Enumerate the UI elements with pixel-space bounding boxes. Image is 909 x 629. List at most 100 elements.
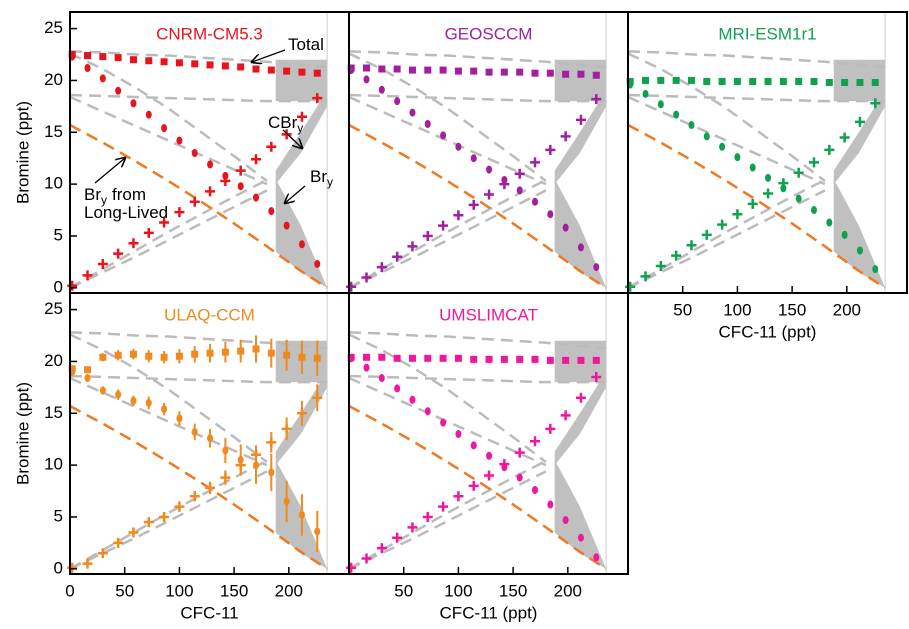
- point: [454, 354, 462, 362]
- point: [532, 197, 538, 206]
- point: [283, 221, 290, 230]
- point: [222, 446, 229, 455]
- point: [313, 69, 321, 77]
- point: [222, 171, 229, 180]
- point: [516, 186, 523, 195]
- point: [516, 473, 523, 482]
- point: [67, 562, 78, 573]
- point: [252, 345, 260, 353]
- point: [143, 517, 154, 528]
- point: [560, 410, 571, 421]
- point: [841, 230, 848, 239]
- point: [438, 501, 449, 512]
- point: [220, 472, 231, 483]
- reference-line: [627, 178, 826, 289]
- point: [422, 511, 433, 522]
- point: [82, 270, 93, 281]
- point: [128, 238, 139, 249]
- point: [145, 110, 152, 119]
- x-axis-label: CFC-11 (ppt): [440, 603, 538, 622]
- point: [67, 280, 78, 291]
- point: [703, 132, 710, 141]
- y-axis-label: Bromine (ppt): [13, 382, 32, 485]
- point: [176, 136, 183, 145]
- point: [810, 77, 818, 85]
- reference-line: [348, 459, 547, 570]
- point: [780, 184, 787, 193]
- point: [657, 76, 665, 84]
- panel-title: UMSLIMCAT: [439, 305, 538, 324]
- point: [591, 371, 602, 382]
- point: [113, 248, 124, 259]
- point: [205, 186, 216, 197]
- point: [514, 447, 525, 458]
- point: [408, 354, 416, 362]
- point: [717, 219, 728, 230]
- x-axis-label: CFC-11: [180, 603, 238, 622]
- point: [207, 434, 214, 443]
- point: [378, 353, 386, 361]
- point: [191, 60, 199, 68]
- point: [174, 207, 185, 218]
- point: [361, 272, 372, 283]
- reference-line: [69, 93, 328, 103]
- point: [392, 532, 403, 543]
- reference-line: [348, 374, 607, 384]
- x-tick-label: 0: [65, 581, 74, 600]
- point: [84, 63, 91, 72]
- point: [547, 210, 554, 219]
- point: [237, 182, 244, 191]
- point: [531, 69, 539, 77]
- reference-line: [627, 95, 826, 186]
- point: [129, 350, 137, 358]
- point: [363, 75, 370, 84]
- point: [854, 116, 865, 127]
- point: [298, 68, 306, 76]
- point: [145, 57, 153, 65]
- point: [113, 537, 124, 548]
- annotation-text: Br: [310, 167, 327, 186]
- point: [115, 86, 122, 95]
- y-tick-label: 15: [44, 122, 63, 141]
- point: [591, 94, 602, 105]
- point: [267, 349, 275, 357]
- point: [484, 189, 495, 200]
- point: [266, 141, 277, 152]
- point: [562, 516, 569, 525]
- point: [408, 66, 416, 74]
- point: [687, 76, 695, 84]
- reference-line: [69, 189, 268, 289]
- point: [312, 93, 323, 104]
- point: [253, 461, 259, 470]
- point: [129, 56, 137, 64]
- point: [296, 408, 307, 419]
- point: [298, 240, 305, 249]
- point: [795, 77, 803, 85]
- point: [191, 350, 199, 358]
- point: [409, 108, 416, 117]
- point: [237, 63, 245, 71]
- point: [191, 427, 198, 436]
- point: [470, 154, 477, 163]
- point: [312, 392, 323, 403]
- point: [486, 165, 493, 174]
- point: [593, 263, 600, 272]
- annotation: Total: [288, 35, 324, 54]
- point: [470, 441, 477, 450]
- point: [642, 89, 649, 98]
- reference-line: [348, 189, 547, 289]
- point: [562, 356, 570, 364]
- point: [99, 53, 107, 61]
- point: [346, 562, 357, 573]
- point: [826, 218, 833, 227]
- annotation: Bry: [310, 167, 333, 189]
- point: [251, 154, 261, 165]
- point: [592, 71, 600, 79]
- point: [160, 58, 168, 66]
- point: [237, 347, 245, 355]
- point: [378, 374, 385, 383]
- point: [718, 77, 726, 85]
- panel-title: CNRM-CM5.3: [156, 24, 263, 43]
- point: [484, 470, 495, 481]
